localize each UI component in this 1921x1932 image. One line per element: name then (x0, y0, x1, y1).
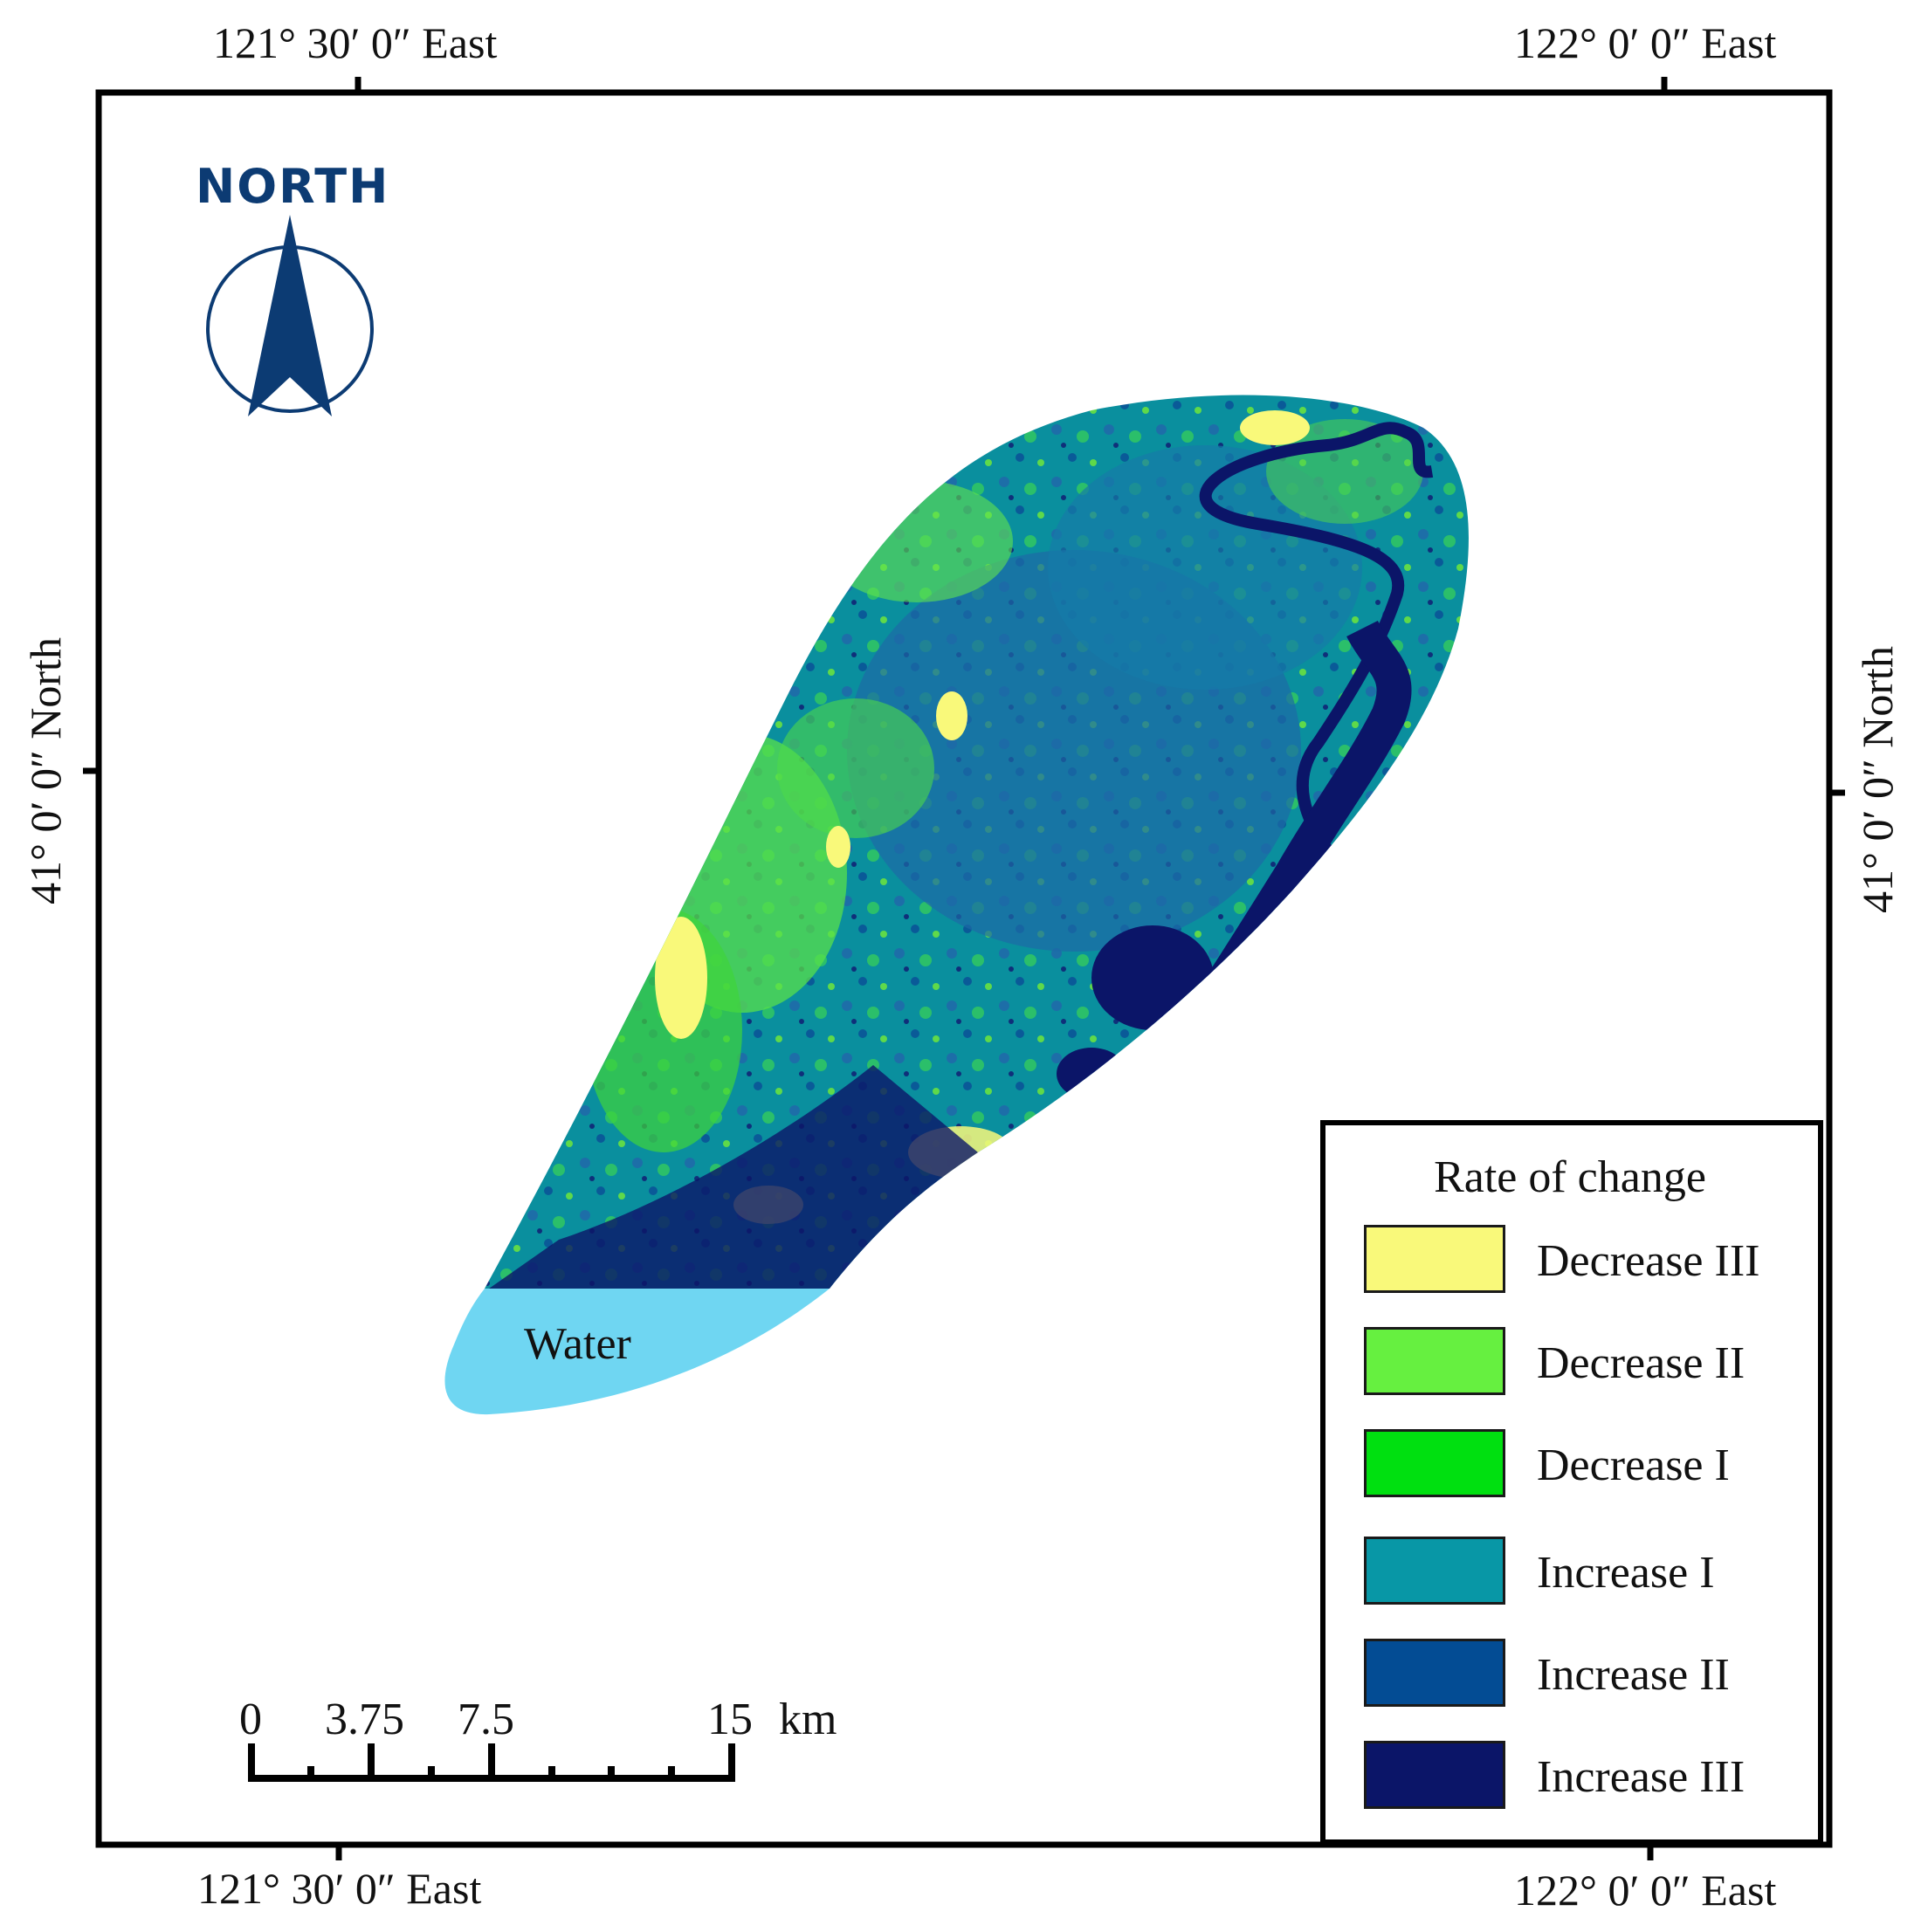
legend-label: Increase III (1537, 1752, 1745, 1802)
water-label: Water (524, 1319, 631, 1369)
legend-label: Decrease I (1537, 1440, 1730, 1490)
legend-title: Rate of change (1434, 1152, 1706, 1202)
legend-swatch (1364, 1741, 1505, 1809)
legend-item: Increase III (1364, 1741, 1801, 1812)
legend-swatch (1364, 1225, 1505, 1293)
legend: Rate of change Decrease III Decrease II … (1320, 1120, 1823, 1845)
coord-bottom-right: 122° 0′ 0″ East (1514, 1866, 1777, 1915)
map-frame (95, 89, 1833, 1848)
legend-swatch (1364, 1537, 1505, 1605)
coord-bottom-left: 121° 30′ 0″ East (197, 1864, 482, 1913)
scale-label-3-75: 3.75 (325, 1695, 404, 1744)
legend-swatch (1364, 1327, 1505, 1395)
scale-label-0: 0 (239, 1695, 262, 1744)
legend-label: Increase I (1537, 1548, 1715, 1598)
scale-label-15: 15 (707, 1695, 753, 1744)
legend-swatch (1364, 1429, 1505, 1497)
legend-label: Decrease III (1537, 1236, 1760, 1286)
coord-top-right: 122° 0′ 0″ East (1514, 18, 1777, 67)
legend-item: Decrease III (1364, 1225, 1801, 1296)
legend-item: Decrease II (1364, 1327, 1801, 1399)
north-arrow (206, 215, 374, 416)
north-label: NORTH (196, 159, 390, 214)
scale-unit: km (779, 1695, 837, 1744)
legend-label: Decrease II (1537, 1338, 1745, 1388)
scale-bar (248, 1743, 735, 1782)
north-arrow-needle (248, 215, 332, 416)
legend-swatch (1364, 1639, 1505, 1707)
legend-label: Increase II (1537, 1650, 1730, 1700)
legend-item: Increase II (1364, 1639, 1801, 1710)
legend-item: Decrease I (1364, 1429, 1801, 1501)
legend-item: Increase I (1364, 1537, 1801, 1608)
water-area (444, 1289, 830, 1415)
coord-top-left: 121° 30′ 0″ East (213, 18, 498, 67)
scale-label-7-5: 7.5 (458, 1695, 514, 1744)
